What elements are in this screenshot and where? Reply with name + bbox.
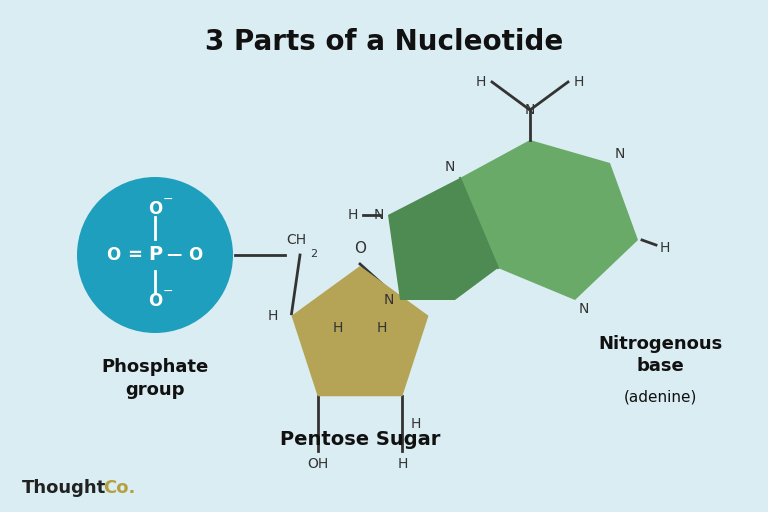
Polygon shape — [388, 178, 498, 300]
Text: Co.: Co. — [103, 479, 135, 497]
Text: H: H — [267, 309, 277, 323]
Text: CH: CH — [286, 233, 306, 247]
Text: 2: 2 — [310, 249, 317, 259]
Text: N: N — [525, 103, 535, 117]
Text: N: N — [615, 147, 625, 161]
Text: N: N — [445, 160, 455, 174]
Text: —: — — [167, 247, 182, 263]
Text: N: N — [373, 208, 384, 222]
Text: O: O — [106, 246, 120, 264]
Text: O: O — [188, 246, 202, 264]
Text: O: O — [148, 292, 162, 310]
Text: 3 Parts of a Nucleotide: 3 Parts of a Nucleotide — [205, 28, 563, 56]
Text: N: N — [384, 293, 394, 307]
Text: Nitrogenous
base: Nitrogenous base — [598, 335, 722, 375]
Circle shape — [77, 177, 233, 333]
Text: H: H — [397, 457, 408, 471]
Text: Pentose Sugar: Pentose Sugar — [280, 430, 440, 449]
Text: H: H — [410, 417, 421, 431]
Text: H: H — [333, 321, 343, 335]
Text: N: N — [579, 302, 589, 316]
Text: (adenine): (adenine) — [624, 390, 697, 405]
Text: Phosphate
group: Phosphate group — [101, 358, 209, 399]
Polygon shape — [460, 140, 638, 300]
Text: −: − — [163, 285, 174, 297]
Text: O: O — [148, 200, 162, 218]
Text: H: H — [348, 208, 358, 222]
Text: H: H — [574, 75, 584, 89]
Text: H: H — [660, 241, 670, 255]
Text: −: − — [163, 193, 174, 205]
Polygon shape — [292, 266, 429, 396]
Text: H: H — [377, 321, 387, 335]
Text: O: O — [354, 241, 366, 256]
Text: =: = — [127, 246, 143, 264]
Text: H: H — [475, 75, 486, 89]
Text: OH: OH — [307, 457, 328, 471]
Text: P: P — [148, 245, 162, 265]
Text: Thought: Thought — [22, 479, 106, 497]
